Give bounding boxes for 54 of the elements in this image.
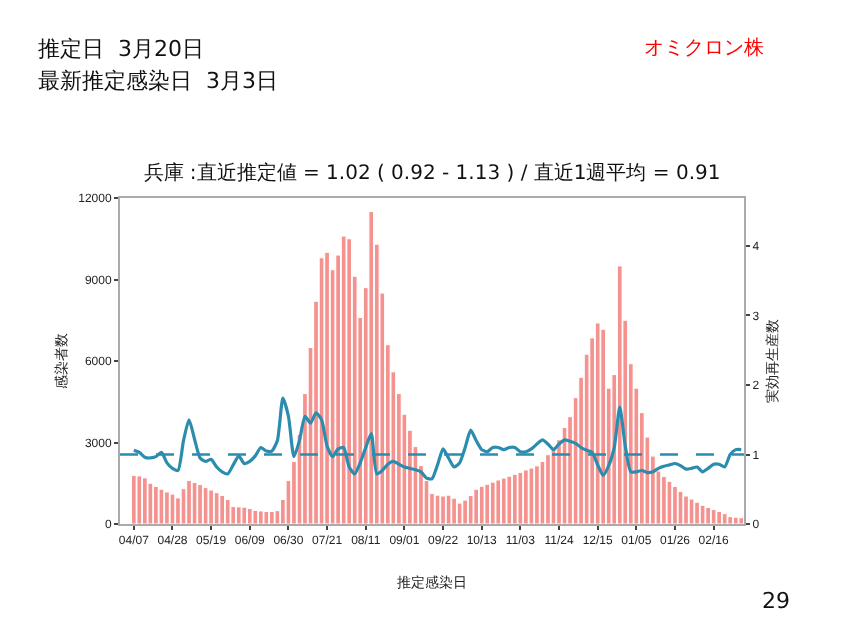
bar — [456, 502, 463, 524]
bar — [710, 509, 717, 524]
bar — [738, 517, 744, 524]
bar — [683, 495, 689, 524]
bar — [136, 475, 143, 524]
bar — [169, 493, 176, 524]
bar — [661, 475, 667, 524]
bar — [241, 506, 248, 524]
bar — [550, 447, 557, 524]
bar — [235, 506, 242, 524]
bar — [257, 510, 264, 524]
bar — [230, 506, 237, 524]
bar — [727, 516, 734, 524]
bar — [440, 495, 446, 524]
bar — [164, 491, 170, 524]
bar — [252, 509, 259, 524]
bar — [142, 477, 148, 524]
bar — [186, 480, 192, 524]
text: 推定日 3月20日 — [38, 36, 204, 62]
bar — [473, 488, 480, 524]
bar — [716, 511, 722, 524]
bar — [224, 499, 231, 524]
bar — [324, 251, 330, 524]
bar — [677, 490, 684, 524]
bar — [208, 489, 214, 524]
bar — [147, 482, 154, 524]
bar — [528, 467, 535, 524]
bar — [368, 211, 375, 524]
bar — [694, 501, 700, 524]
bar — [705, 506, 711, 524]
bar — [666, 480, 673, 524]
bar — [517, 471, 524, 524]
bar — [672, 486, 678, 524]
bar — [484, 483, 491, 524]
bar — [219, 494, 225, 524]
text: 29 — [762, 588, 790, 614]
text: 最新推定感染日 3月3日 — [38, 68, 278, 94]
bar — [158, 488, 165, 524]
bar — [539, 461, 546, 524]
bar — [721, 513, 728, 524]
bar — [495, 479, 502, 524]
chart-title: 兵庫 :直近推定値 = 1.02 ( 0.92 - 1.13 ) / 直近1週平均 = 0.91 — [143, 161, 721, 185]
bar — [263, 511, 270, 524]
bar — [213, 492, 220, 524]
bar — [197, 484, 203, 524]
bar — [451, 497, 457, 524]
text: オミクロン株 — [644, 36, 764, 60]
bar — [600, 328, 607, 524]
bar — [153, 486, 159, 524]
bar — [462, 499, 468, 524]
bar — [346, 238, 353, 524]
bar — [506, 475, 513, 524]
bar — [688, 498, 695, 524]
bar — [246, 508, 253, 524]
